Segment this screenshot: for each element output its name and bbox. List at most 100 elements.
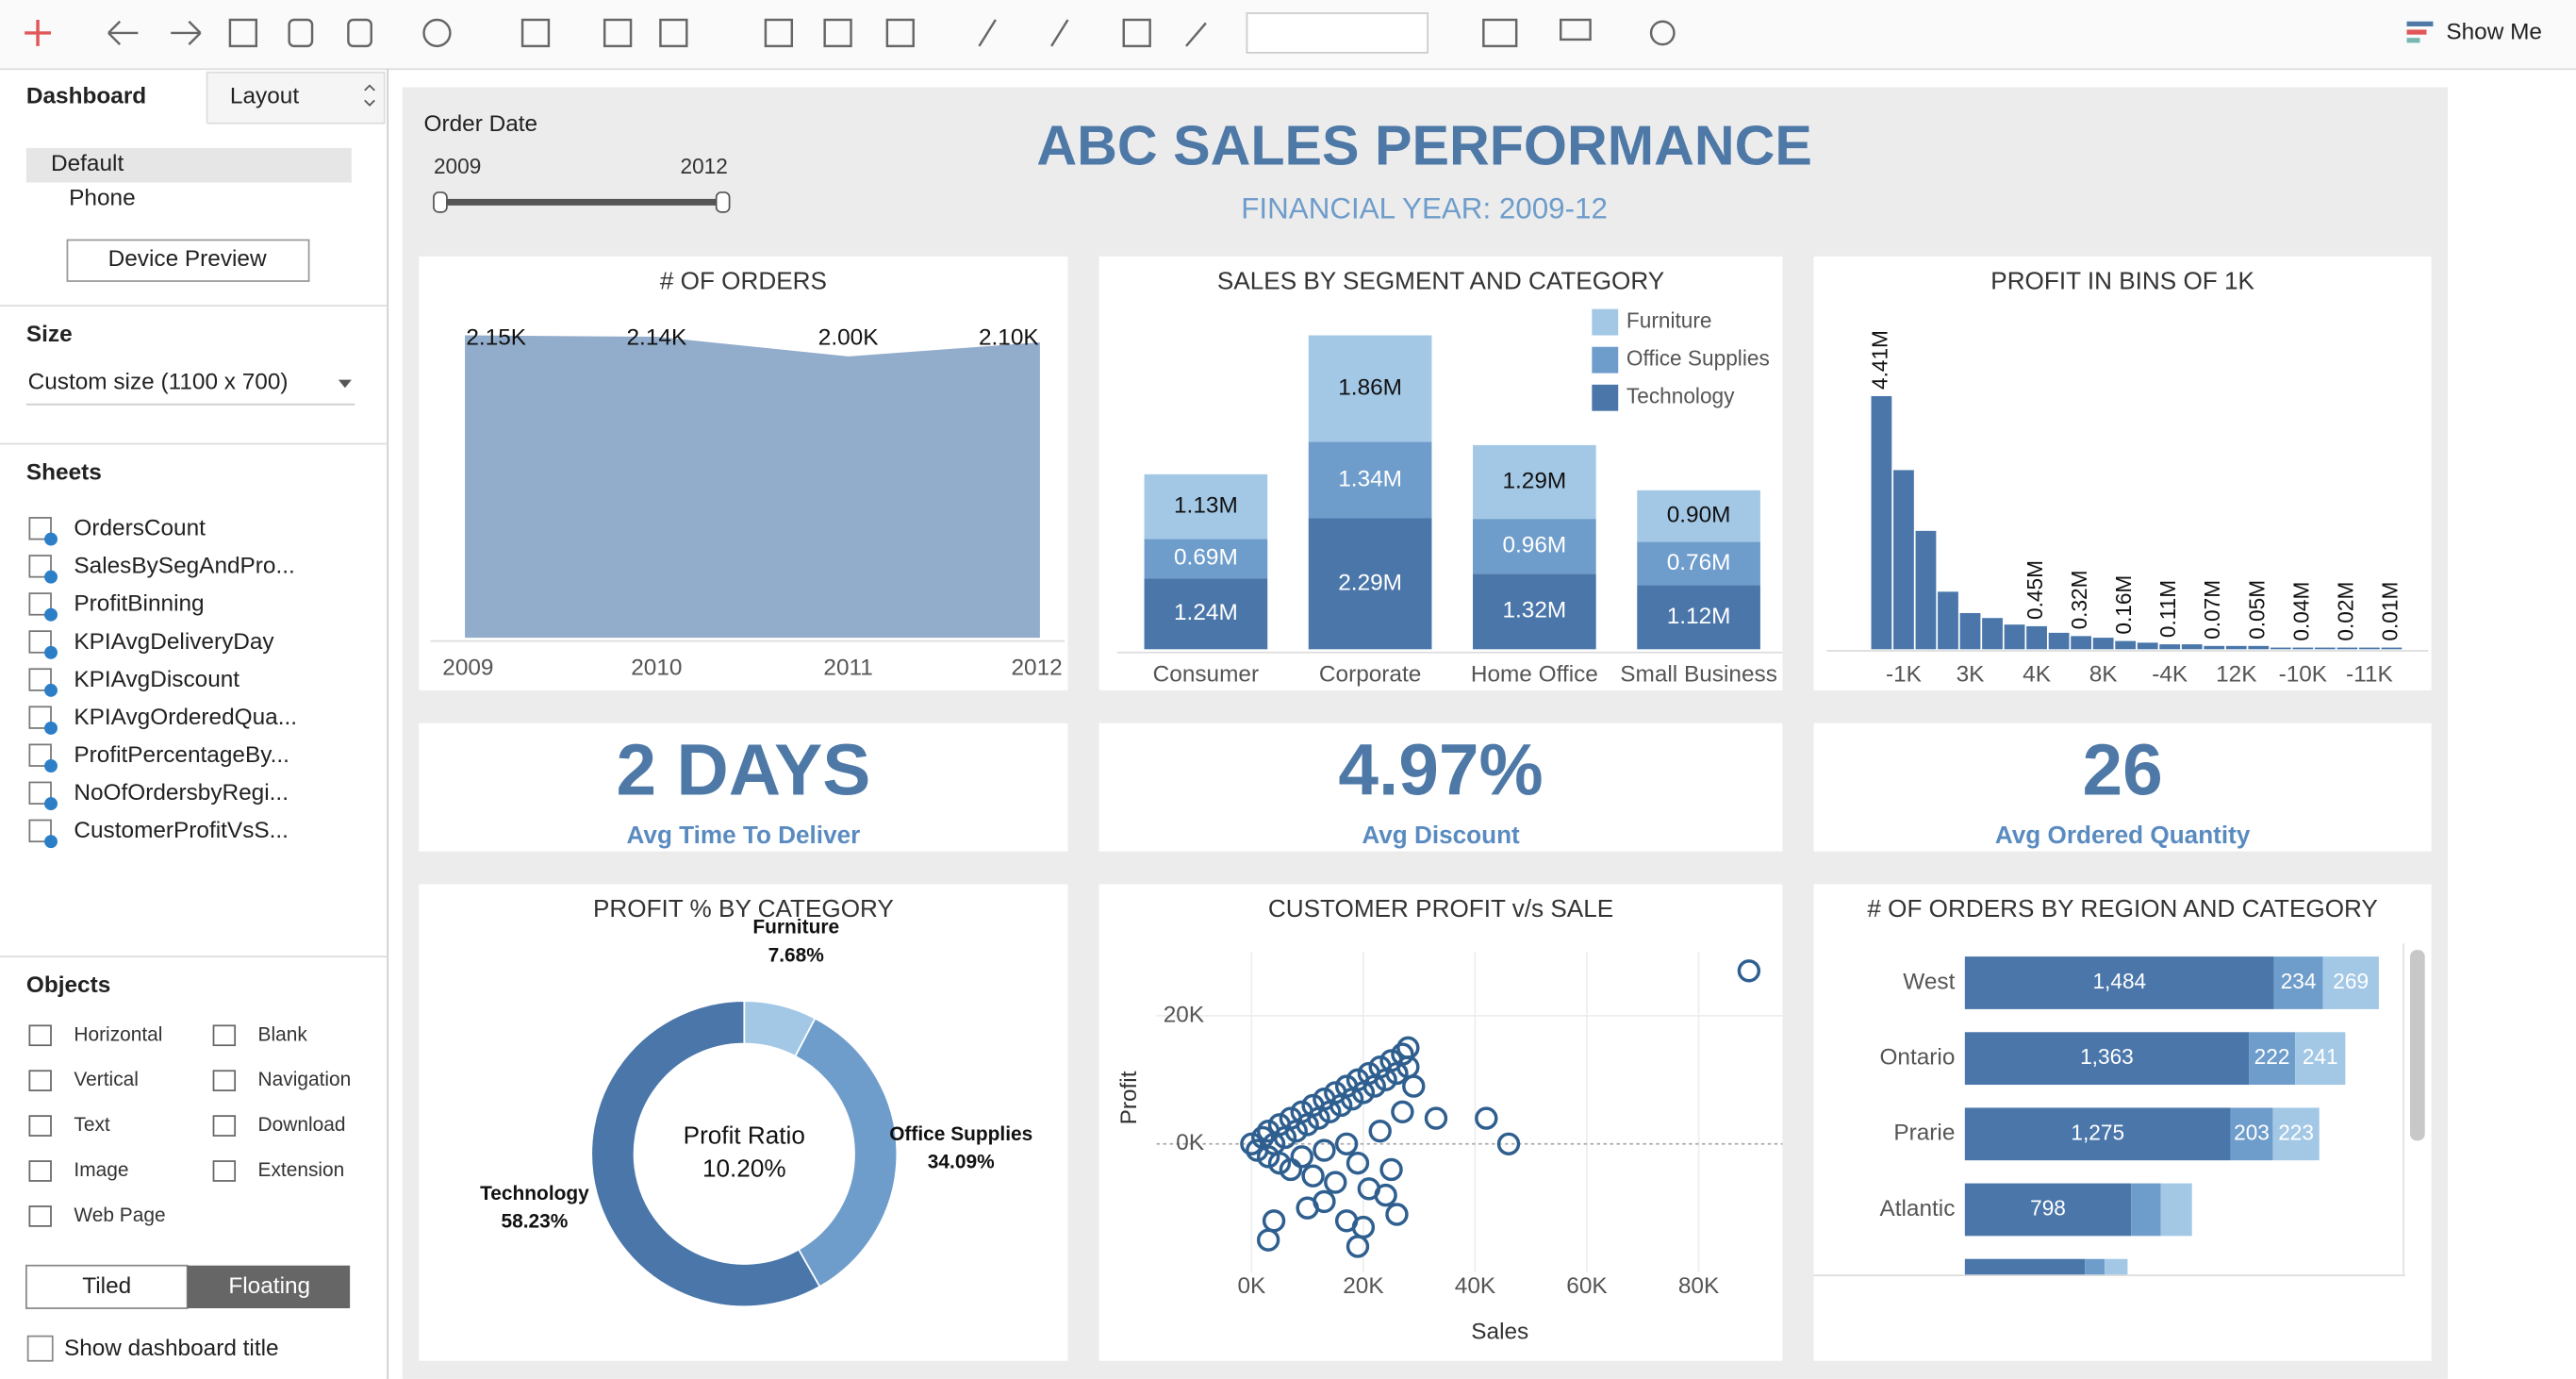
panel: [419, 723, 1068, 852]
x-tick-label: 20K: [1343, 1273, 1383, 1299]
object-item[interactable]: Navigation: [258, 1069, 352, 1090]
data-label: 0.90M: [1667, 503, 1731, 528]
sheet-icon: [28, 592, 52, 616]
new-datasource[interactable]: [288, 18, 314, 48]
checkbox-label[interactable]: Show dashboard title: [64, 1336, 279, 1361]
forward-button[interactable]: [171, 20, 202, 45]
data-label: 2.14K: [627, 324, 687, 350]
checkbox[interactable]: [26, 1335, 54, 1362]
scrollbar[interactable]: [2410, 950, 2425, 1141]
object-item[interactable]: Vertical: [74, 1069, 139, 1090]
save-button[interactable]: [228, 18, 258, 48]
device[interactable]: Default: [51, 151, 124, 176]
data-label: 2.00K: [818, 324, 879, 350]
selected-device: [25, 147, 352, 183]
scatter-point: [1346, 1235, 1370, 1258]
data-label: 234: [2281, 969, 2317, 993]
slider-handle[interactable]: [433, 191, 448, 213]
sheet-item[interactable]: CustomerProfitVsS...: [74, 818, 289, 843]
share[interactable]: [1649, 20, 1676, 46]
legend-label: Furniture: [1627, 308, 1712, 333]
refresh[interactable]: [422, 18, 452, 48]
bar-segment: [1308, 441, 1432, 519]
x-tick-label: 3K: [1957, 662, 1985, 688]
object-icon: [212, 1024, 237, 1047]
show-me-button[interactable]: Show Me: [2446, 19, 2542, 44]
sheet-item[interactable]: ProfitBinning: [74, 591, 204, 617]
new-worksheet[interactable]: [520, 18, 551, 48]
area: [465, 335, 1040, 639]
kpi-value: 2 DAYS: [616, 731, 870, 811]
bar-segment: [2322, 956, 2379, 1009]
x-tick-label: 2011: [823, 656, 872, 681]
bar: [2026, 625, 2047, 650]
object-item[interactable]: Web Page: [74, 1205, 165, 1226]
sort-asc[interactable]: [823, 18, 852, 48]
layout-tab[interactable]: [206, 71, 386, 125]
object-icon: [28, 1115, 52, 1137]
object-item[interactable]: Blank: [258, 1023, 308, 1045]
sheet-item[interactable]: KPIAvgDeliveryDay: [74, 629, 274, 655]
bar: [1871, 395, 1892, 650]
bar: [2159, 644, 2181, 650]
object-item[interactable]: Download: [258, 1114, 346, 1136]
presentation-mode[interactable]: [1560, 18, 1592, 42]
x-tick-label: 12K: [2216, 662, 2256, 688]
attach[interactable]: [1050, 19, 1069, 47]
kpi-label: Avg Discount: [1362, 821, 1520, 849]
object-item[interactable]: Image: [74, 1159, 128, 1181]
tiled-button[interactable]: [25, 1264, 189, 1309]
show-cards[interactable]: [1482, 18, 1518, 48]
x-axis-title: Sales: [1471, 1320, 1528, 1345]
object-item[interactable]: Extension: [258, 1159, 345, 1181]
scatter-point: [1385, 1203, 1409, 1226]
slider-handle[interactable]: [715, 191, 731, 213]
legend-swatch: [1592, 346, 1619, 374]
tab[interactable]: Layout: [230, 83, 299, 108]
size-dropdown[interactable]: Custom size (1100 x 700): [28, 369, 289, 394]
sheet-item[interactable]: ProfitPercentageBy...: [74, 742, 289, 768]
center-label: Profit Ratio: [684, 1121, 805, 1150]
sheet-item[interactable]: OrdersCount: [74, 516, 206, 541]
tab[interactable]: Dashboard: [26, 83, 146, 108]
sort-desc[interactable]: [885, 18, 915, 48]
device-preview-button[interactable]: [66, 239, 310, 282]
sheet-icon: [28, 781, 52, 805]
chart-title: # OF ORDERS: [660, 267, 827, 295]
pin[interactable]: [1185, 22, 1207, 47]
y-tick-label: Ontario: [1879, 1045, 1955, 1071]
object-item[interactable]: Text: [74, 1114, 110, 1136]
back-button[interactable]: [107, 20, 139, 45]
object-item[interactable]: Horizontal: [74, 1023, 162, 1045]
datasource-menu[interactable]: [347, 18, 372, 48]
data-label: 1.13M: [1174, 493, 1238, 519]
bar: [2270, 647, 2291, 650]
fit-dropdown[interactable]: [1246, 12, 1428, 54]
bar: [1938, 591, 1958, 650]
sheet-item[interactable]: NoOfOrdersbyRegi...: [74, 780, 289, 806]
scatter-point: [1379, 1157, 1403, 1182]
labels[interactable]: [1122, 18, 1151, 48]
bar: [2292, 647, 2314, 650]
device[interactable]: Phone: [69, 185, 135, 210]
scatter-point: [1301, 1164, 1325, 1188]
bar: [1982, 618, 2003, 650]
data-label: 2.10K: [979, 324, 1039, 350]
y-tick-label: West: [1903, 969, 1955, 994]
data-label: 0.76M: [1667, 550, 1731, 575]
swap[interactable]: [764, 18, 794, 48]
sheet-item[interactable]: SalesBySegAndPro...: [74, 554, 294, 579]
bar-segment: [1473, 444, 1596, 520]
bar-segment: [2230, 1107, 2273, 1161]
clear-sheet[interactable]: [659, 18, 688, 48]
data-label: 0.96M: [1502, 533, 1566, 558]
highlight[interactable]: [978, 19, 997, 47]
sheet-icon: [28, 555, 52, 578]
sheet-item[interactable]: KPIAvgDiscount: [74, 667, 239, 692]
floating-button[interactable]: [187, 1265, 351, 1308]
sheet-item[interactable]: KPIAvgOrderedQua...: [74, 705, 297, 730]
duplicate-sheet[interactable]: [603, 18, 633, 48]
data-label: 1,484: [2092, 969, 2146, 993]
scatter-point: [1737, 959, 1761, 983]
